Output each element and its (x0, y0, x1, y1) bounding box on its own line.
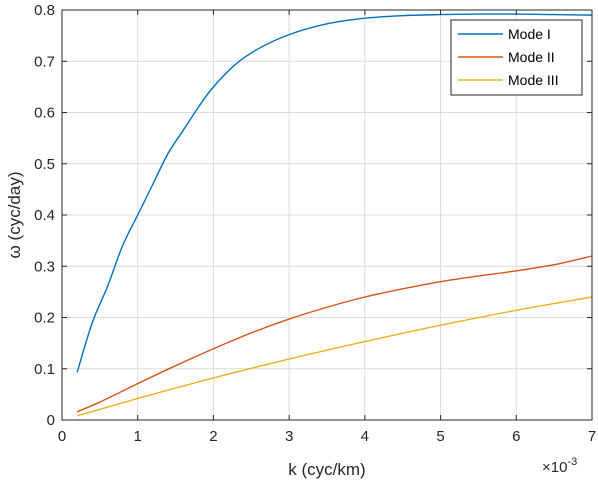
y-tick-label: 0.3 (34, 258, 55, 275)
series-lines (76, 13, 593, 417)
x-tick-label: 0 (58, 428, 66, 445)
y-axis-label: ω (cyc/day) (5, 172, 24, 259)
x-axis-exponent-base: ×10 (542, 459, 567, 476)
series-line-1 (76, 13, 593, 373)
y-tick-label: 0.1 (34, 361, 55, 378)
x-axis-ticks: 0 1 2 3 4 5 6 7 (58, 10, 596, 445)
x-tick-label: 5 (436, 428, 444, 445)
y-axis-ticks: 0 0.1 0.2 0.3 0.4 0.5 0.6 0.7 0.8 (34, 2, 592, 429)
y-tick-label: 0.7 (34, 53, 55, 70)
y-tick-label: 0.6 (34, 105, 55, 122)
series-line-2 (76, 255, 593, 413)
x-axis-exponent: ×10-3 (542, 456, 577, 476)
x-tick-label: 3 (285, 428, 293, 445)
x-tick-label: 1 (134, 428, 142, 445)
y-tick-label: 0.5 (34, 156, 55, 173)
series-line-3 (76, 296, 593, 417)
x-tick-label: 6 (512, 428, 520, 445)
y-tick-label: 0.8 (34, 2, 55, 19)
legend-label-2: Mode II (508, 49, 555, 65)
legend: Mode I Mode II Mode III (450, 19, 583, 96)
x-axis-label: k (cyc/km) (288, 460, 365, 479)
y-tick-label: 0.2 (34, 310, 55, 327)
x-tick-label: 2 (209, 428, 217, 445)
y-tick-label: 0 (47, 412, 55, 429)
x-tick-label: 7 (588, 428, 596, 445)
legend-label-1: Mode I (508, 26, 551, 42)
y-tick-label: 0.4 (34, 207, 55, 224)
x-tick-label: 4 (361, 428, 369, 445)
x-axis-exponent-power: -3 (567, 456, 577, 468)
legend-label-3: Mode III (508, 72, 559, 88)
